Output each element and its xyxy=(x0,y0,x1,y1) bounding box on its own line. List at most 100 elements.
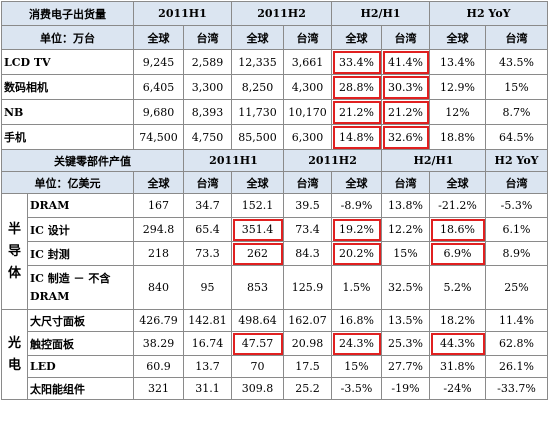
table-row: 触控面板 38.29 16.74 47.57 20.98 24.3% 25.3%… xyxy=(2,331,548,356)
cell: 3,661 xyxy=(283,49,333,75)
cell: 162.07 xyxy=(283,309,332,332)
cell: 8,393 xyxy=(182,99,233,125)
cell: 12,335 xyxy=(231,49,285,75)
row-label: 太阳能组件 xyxy=(27,377,134,400)
cell: 16.8% xyxy=(331,309,382,332)
cell: 9,680 xyxy=(133,99,184,125)
sub-taiwan: 台湾 xyxy=(183,171,232,194)
cell: 25.2 xyxy=(283,377,332,400)
cell-highlighted: 21.2% xyxy=(331,99,383,125)
table1-unit: 单位：万台 xyxy=(1,25,134,50)
sub-taiwan: 台湾 xyxy=(283,25,333,50)
table-row: NB 9,680 8,393 11,730 10,170 21.2% 21.2%… xyxy=(1,99,548,125)
cell: 309.8 xyxy=(231,377,284,400)
cell: 31.8% xyxy=(429,355,486,378)
cell: 62.8% xyxy=(485,331,548,356)
cell: 60.9 xyxy=(133,355,184,378)
cell: 13.8% xyxy=(381,193,430,218)
cell: 426.79 xyxy=(133,309,184,332)
cell-highlighted: 44.3% xyxy=(429,331,486,356)
sub-global: 全球 xyxy=(331,171,382,194)
table-row: LED 60.9 13.7 70 17.5 15% 27.7% 31.8% 26… xyxy=(2,355,548,378)
cell: 12% xyxy=(429,99,487,125)
cell: 25% xyxy=(485,265,548,310)
table2-title: 关键零部件产值 xyxy=(1,149,184,172)
table-row: 光 电 大尺寸面板 426.79 142.81 498.64 162.07 16… xyxy=(1,309,548,400)
table2-period-h2: 2011H2 xyxy=(283,149,383,172)
cell: 167 xyxy=(133,193,184,218)
table2-unit: 单位：亿美元 xyxy=(1,171,134,194)
cell: 85,500 xyxy=(231,124,285,150)
cell: 31.1 xyxy=(183,377,232,400)
cell: 152.1 xyxy=(231,193,284,218)
row-label: NB xyxy=(1,99,134,125)
row-label: LED xyxy=(27,355,134,378)
cell: -3.5% xyxy=(331,377,382,400)
cell: 13.7 xyxy=(183,355,232,378)
table-row: IC 制造 － 不含 DRAM 840 95 853 125.9 1.5% 32… xyxy=(2,265,548,310)
cell: 15% xyxy=(381,241,430,266)
cell: -19% xyxy=(381,377,430,400)
table1-title: 消费电子出货量 xyxy=(1,1,134,26)
category-optoelectronics: 光 电 xyxy=(1,309,28,400)
cell-highlighted: 32.6% xyxy=(381,124,431,150)
cell: 34.7 xyxy=(183,193,232,218)
cell: 9,245 xyxy=(133,49,184,75)
cell: 16.74 xyxy=(183,331,232,356)
category-char: 导 xyxy=(7,243,21,259)
cell-highlighted: 47.57 xyxy=(231,331,284,356)
cell: 65.4 xyxy=(183,217,232,242)
cell: 840 xyxy=(133,265,184,310)
cell: 5.2% xyxy=(429,265,486,310)
table-row: 太阳能组件 321 31.1 309.8 25.2 -3.5% -19% -24… xyxy=(2,377,548,400)
cell: 70 xyxy=(231,355,284,378)
table1-period-h2: 2011H2 xyxy=(231,1,333,26)
cell: 4,750 xyxy=(182,124,233,150)
cell: 498.64 xyxy=(231,309,284,332)
sub-global: 全球 xyxy=(231,171,284,194)
sub-global: 全球 xyxy=(429,171,486,194)
row-label: LCD TV xyxy=(1,49,134,75)
category-char: 电 xyxy=(7,357,21,373)
cell-highlighted: 14.8% xyxy=(331,124,383,150)
components-table: 单位：亿美元 全球 台湾 全球 台湾 全球 台湾 全球 台湾 半 导 体 DRA… xyxy=(1,171,548,400)
cell: -5.3% xyxy=(485,193,548,218)
cell: 32.5% xyxy=(381,265,430,310)
table-row: LCD TV 9,245 2,589 12,335 3,661 33.4% 41… xyxy=(1,49,548,75)
cell: 8.9% xyxy=(485,241,548,266)
row-label: 数码相机 xyxy=(1,74,134,100)
row-label: IC 封测 xyxy=(27,241,134,266)
cell: 2,589 xyxy=(182,49,233,75)
sub-global: 全球 xyxy=(133,25,184,50)
table1-period-h2h1: H2/H1 xyxy=(331,1,431,26)
cell: 6.1% xyxy=(485,217,548,242)
table1-period-h1: 2011H1 xyxy=(132,1,233,26)
table-row: IC 设计 294.8 65.4 351.4 73.4 19.2% 12.2% … xyxy=(2,217,548,242)
cell: 18.8% xyxy=(429,124,487,150)
sub-global: 全球 xyxy=(231,25,285,50)
cell: 3,300 xyxy=(182,74,233,100)
cell: 10,170 xyxy=(283,99,333,125)
cell-highlighted: 41.4% xyxy=(381,49,431,75)
cell-highlighted: 18.6% xyxy=(429,217,486,242)
sub-taiwan: 台湾 xyxy=(283,171,332,194)
cell: 11.4% xyxy=(485,309,548,332)
cell: 39.5 xyxy=(283,193,332,218)
cell: 13.4% xyxy=(429,49,487,75)
cell: 15% xyxy=(485,74,548,100)
row-label: 手机 xyxy=(1,124,134,150)
cell: 25.3% xyxy=(381,331,430,356)
cell: 64.5% xyxy=(485,124,548,150)
cell: 20.98 xyxy=(283,331,332,356)
cell: 27.7% xyxy=(381,355,430,378)
cell: 18.2% xyxy=(429,309,486,332)
cell: 125.9 xyxy=(283,265,332,310)
row-label: IC 制造 － 不含 DRAM xyxy=(27,265,134,310)
cell: 84.3 xyxy=(283,241,332,266)
cell: 1.5% xyxy=(331,265,382,310)
cell: 8,250 xyxy=(231,74,285,100)
cell: 12.2% xyxy=(381,217,430,242)
shipment-table: 消费电子出货量 2011H1 2011H2 H2/H1 H2 YoY 单位：万台… xyxy=(1,1,548,172)
table-row: 半 导 体 DRAM 167 34.7 152.1 39.5 -8.9% 13.… xyxy=(1,193,548,310)
cell: 43.5% xyxy=(485,49,548,75)
